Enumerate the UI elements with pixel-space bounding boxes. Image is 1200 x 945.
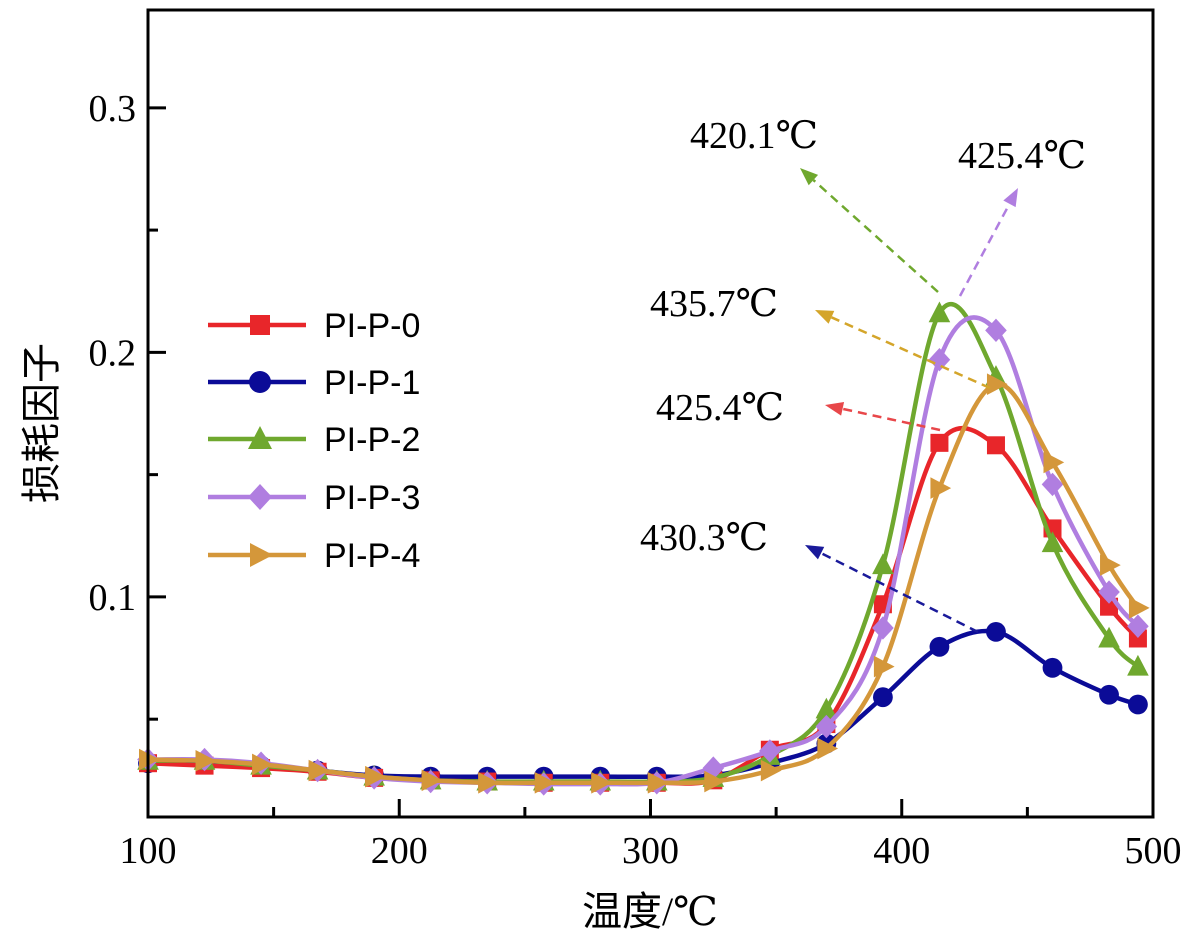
data-point [1041, 531, 1064, 553]
legend-marker [248, 426, 272, 449]
arrow-head-icon [825, 401, 845, 416]
series-PI-P-0 [139, 426, 1147, 792]
annotation-label: 420.1℃ [690, 115, 818, 157]
arrow-head-icon [805, 545, 825, 560]
legend-label: PI-P-2 [324, 421, 420, 459]
data-point [1128, 597, 1150, 619]
legend-label: PI-P-0 [324, 307, 420, 345]
data-point [872, 553, 894, 575]
x-tick-label: 500 [1125, 830, 1182, 872]
x-tick-label: 300 [622, 830, 679, 872]
peak-annotation: 425.4℃ [656, 387, 941, 432]
data-point [1041, 472, 1064, 497]
annotation-label: 430.3℃ [640, 517, 768, 559]
data-point [1098, 580, 1120, 604]
x-tick-label: 200 [371, 830, 428, 872]
legend-label: PI-P-4 [324, 537, 420, 575]
y-tick-label: 0.1 [89, 577, 137, 619]
legend-marker [249, 371, 271, 393]
data-point [872, 616, 894, 640]
annotation-label: 425.4℃ [656, 387, 784, 429]
data-point [195, 749, 217, 772]
legend-item: PI-P-3 [208, 479, 420, 517]
x-axis-label: 温度/℃ [582, 889, 718, 934]
annotation-arrow [830, 316, 991, 390]
legend-label: PI-P-1 [324, 364, 420, 402]
data-point [985, 318, 1007, 343]
data-point [478, 771, 499, 794]
peak-annotation: 425.4℃ [958, 135, 1086, 297]
arrow-head-icon [800, 168, 819, 186]
data-point [1127, 614, 1149, 638]
series-PI-P-4 [139, 373, 1150, 794]
data-point [930, 477, 952, 499]
annotation-arrow [812, 179, 939, 293]
legend-item: PI-P-0 [208, 307, 420, 345]
data-point [591, 771, 612, 794]
data-point [929, 636, 950, 657]
data-point [1128, 629, 1147, 648]
data-point [702, 756, 725, 780]
legend: PI-P-0 PI-P-1 PI-P-2 PI-P-3 PI-P-4 [208, 307, 420, 575]
annotations: 420.1℃ 425.4℃ 435.7℃ 425.4℃ 430.3℃ [640, 115, 1086, 634]
legend-marker [248, 484, 272, 510]
data-point [252, 753, 273, 776]
data-point [815, 714, 838, 739]
annotation-label: 435.7℃ [650, 283, 778, 325]
data-point [308, 759, 330, 782]
peak-annotation: 435.7℃ [650, 283, 991, 390]
x-tick-label: 100 [120, 830, 177, 872]
data-point [1043, 451, 1065, 474]
data-point [986, 621, 1006, 642]
legend-label: PI-P-3 [324, 479, 420, 517]
data-point [1100, 554, 1121, 576]
legend-marker [250, 543, 273, 567]
series-layer [137, 301, 1150, 796]
data-point [817, 737, 839, 760]
data-point [873, 687, 893, 708]
data-point [704, 770, 726, 793]
annotation-arrow [842, 407, 941, 432]
x-tick-label: 400 [873, 830, 930, 872]
data-point [760, 759, 782, 782]
legend-item: PI-P-4 [208, 537, 420, 575]
arrow-head-icon [815, 310, 835, 324]
y-tick-label: 0.3 [89, 88, 137, 130]
legend-item: PI-P-1 [208, 364, 420, 402]
legend-marker [250, 315, 270, 335]
data-point [1099, 684, 1119, 705]
data-point [986, 436, 1005, 455]
y-tick-label: 0.2 [89, 332, 137, 374]
data-point [1127, 654, 1149, 676]
axis-ticks: 100 200 300 400 500 0.1 0.2 0.3 [89, 88, 1182, 872]
data-point [1128, 694, 1148, 715]
legend-item: PI-P-2 [208, 421, 420, 459]
series-line [147, 628, 1139, 780]
data-point [1042, 657, 1063, 678]
data-point [1098, 626, 1120, 648]
data-point [759, 739, 781, 763]
data-point [534, 771, 556, 794]
peak-annotation: 420.1℃ [690, 115, 939, 293]
data-point [986, 373, 1008, 395]
data-point [930, 433, 949, 452]
data-point [421, 769, 443, 792]
data-point [928, 348, 951, 372]
plot-frame [146, 8, 1155, 819]
peak-annotation: 430.3℃ [640, 517, 979, 634]
series-PI-P-1 [138, 621, 1148, 787]
annotation-label: 425.4℃ [958, 135, 1086, 177]
arrow-head-icon [1003, 188, 1018, 208]
data-point [365, 765, 386, 788]
series-line [147, 426, 1140, 786]
data-point [873, 655, 895, 678]
data-point [647, 771, 669, 794]
data-point [928, 301, 951, 323]
y-axis-label: 损耗因子 [19, 343, 64, 503]
annotation-arrow [958, 203, 1011, 297]
data-point [815, 697, 838, 719]
